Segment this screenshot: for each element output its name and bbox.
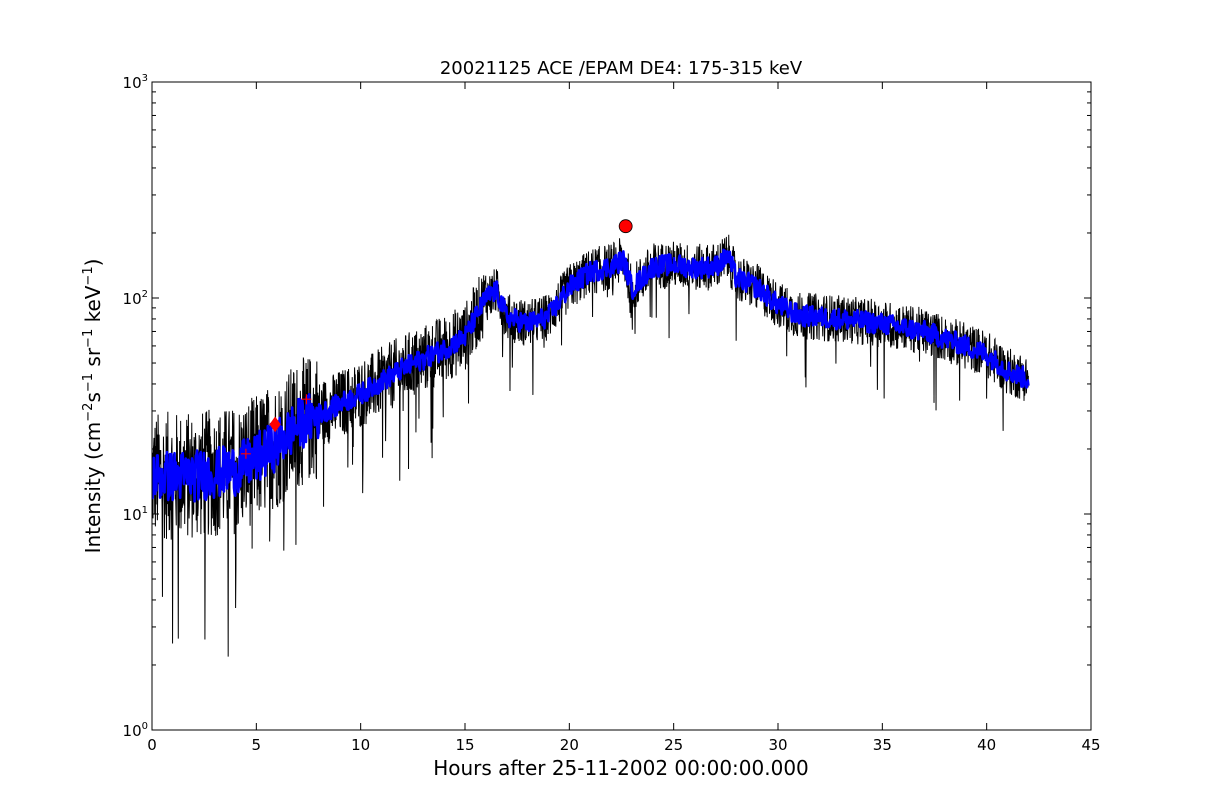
x-tick-label: 0 — [147, 736, 157, 754]
x-tick-label: 20 — [560, 736, 579, 754]
plot-area — [152, 219, 1030, 657]
x-tick-label: 45 — [1081, 736, 1100, 754]
marker-plus-2 — [240, 448, 251, 459]
marker-circle-0 — [618, 219, 633, 234]
x-tick-label: 10 — [351, 736, 370, 754]
x-tick-label: 5 — [252, 736, 262, 754]
plot-frame — [151, 81, 1092, 731]
y-tick-label: 102 — [123, 289, 148, 308]
axes: 0 5 10 15 20 25 30 35 40 45 100 101 102 103 — [123, 73, 1101, 754]
marker-plus-3 — [301, 394, 312, 405]
y-axis-label: Intensity (cm−2s−1 sr−1 keV−1) — [81, 259, 105, 554]
x-tick-label: 15 — [455, 736, 474, 754]
y-tick-label: 103 — [123, 73, 148, 92]
series-smoothed-line — [152, 248, 1030, 503]
x-axis-label: Hours after 25-11-2002 00:00:00.000 — [433, 756, 809, 780]
marker-diamond-1 — [269, 416, 281, 433]
x-tick-label: 40 — [977, 736, 996, 754]
y-axis-label-group: Intensity (cm−2s−1 sr−1 keV−1) — [81, 259, 105, 554]
y-tick-label: 100 — [123, 721, 148, 740]
x-tick-label: 35 — [873, 736, 892, 754]
x-tick-label: 25 — [664, 736, 683, 754]
chart-title: 20021125 ACE /EPAM DE4: 175-315 keV — [440, 58, 803, 79]
x-tick-label: 30 — [768, 736, 787, 754]
y-tick-label: 101 — [123, 505, 148, 524]
